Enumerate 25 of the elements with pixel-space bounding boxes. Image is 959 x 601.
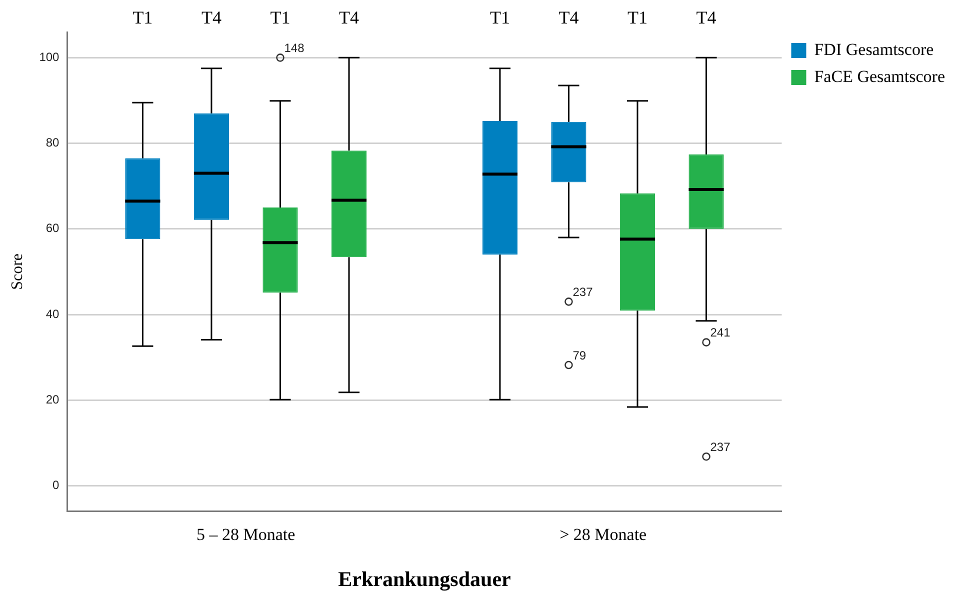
- x-axis-title: Erkrankungsdauer: [338, 566, 511, 591]
- text: T4: [339, 8, 360, 28]
- text: T1: [270, 8, 290, 28]
- y-tick-label: 0: [52, 478, 60, 492]
- y-tick-label: 20: [46, 392, 60, 406]
- text: T4: [696, 8, 716, 28]
- y-tick-label: 60: [46, 221, 60, 236]
- y-tick-label: 40: [46, 306, 60, 321]
- annotation: 241: [710, 326, 731, 340]
- text: T4: [201, 8, 222, 28]
- legend-label: FaCE Gesamtscore: [814, 66, 946, 86]
- annotation: 148: [284, 40, 305, 55]
- y-tick-label: 100: [39, 50, 60, 64]
- y-axis-title: Score: [8, 253, 26, 290]
- annotation: 237: [572, 284, 594, 299]
- text: T1: [490, 8, 510, 28]
- annotation: 79: [572, 348, 586, 362]
- x-tick-label: 5 – 28 Monate: [196, 525, 296, 544]
- text: T4: [558, 8, 579, 28]
- x-tick-label: > 28 Monate: [560, 525, 647, 544]
- legend-label: FDI Gesamtscore: [814, 40, 934, 59]
- text: T1: [132, 8, 153, 28]
- annotation: 237: [710, 440, 731, 454]
- y-tick-label: 80: [46, 136, 60, 150]
- text: T1: [627, 8, 648, 28]
